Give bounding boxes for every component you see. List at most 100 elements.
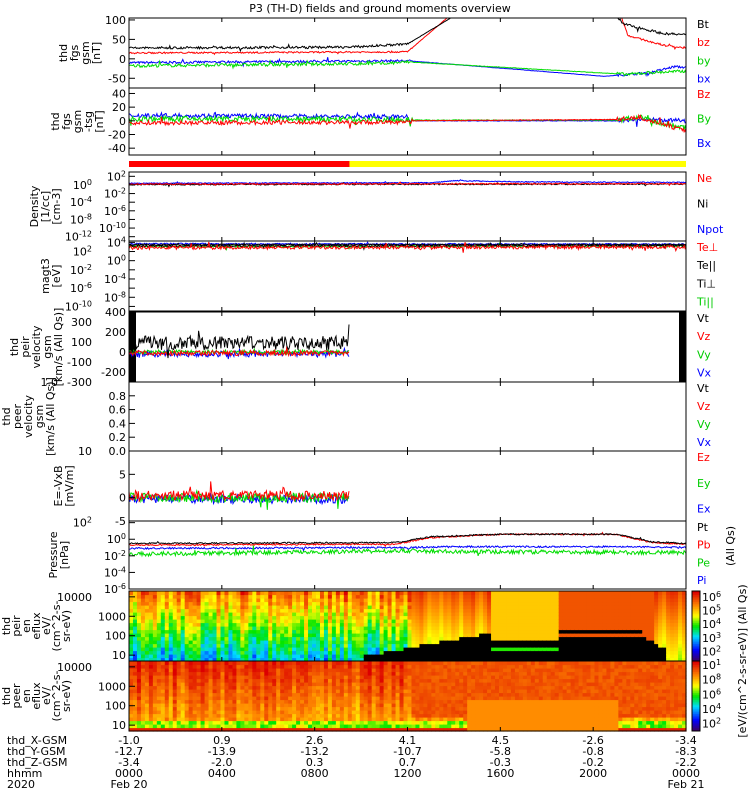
spectrogram-cell	[650, 608, 655, 613]
spectrogram-cell	[447, 720, 452, 725]
spectrogram-cell	[323, 654, 329, 659]
spectrogram-cell	[339, 626, 345, 631]
spectrogram-cell	[296, 724, 301, 729]
spectrogram-cell	[212, 636, 218, 641]
spectrogram-cell	[129, 657, 134, 662]
y-tick-label: 10-2	[104, 549, 126, 563]
spectrogram-cell	[682, 654, 687, 659]
spectrogram-cell	[276, 703, 281, 708]
spectrogram-cell	[272, 713, 277, 718]
spectrogram-cell	[443, 671, 448, 676]
spectrogram-cell	[375, 605, 381, 610]
spectrogram-cell	[435, 685, 440, 690]
spectrogram-cell	[463, 689, 468, 694]
spectrogram-cell	[331, 692, 337, 697]
spectrogram-cell	[654, 647, 659, 652]
spectrogram-cell	[670, 629, 675, 634]
spectrogram-cell	[658, 654, 663, 659]
spectrogram-cell	[359, 629, 365, 634]
spectrogram-cell	[319, 626, 325, 631]
spectrogram-cell	[327, 619, 333, 624]
spectrogram-cell	[196, 724, 202, 729]
spectrogram-cell	[216, 608, 222, 613]
spectrogram-cell	[284, 703, 289, 708]
spectrogram-cell	[184, 591, 190, 596]
spectrogram-cell	[172, 615, 178, 620]
spectrogram-cell	[467, 713, 472, 718]
spectrogram-cell	[562, 647, 568, 652]
spectrogram-cell	[518, 619, 524, 624]
spectrogram-cell	[260, 678, 265, 683]
spectrogram-cell	[335, 706, 341, 711]
spectrogram-cell	[252, 647, 257, 652]
spectrogram-cell	[319, 724, 325, 729]
spectrogram-cell	[300, 685, 305, 690]
spectrogram-cell	[431, 657, 436, 662]
spectrogram-cell	[196, 636, 202, 641]
spectrogram-cell	[530, 633, 536, 638]
spectrogram-cell	[208, 608, 214, 613]
spectrogram-cell	[156, 689, 162, 694]
spectrogram-cell	[614, 601, 619, 606]
spectrogram-cell	[240, 720, 245, 725]
spectrogram-cell	[383, 727, 389, 732]
spectrogram-cell	[204, 692, 210, 697]
spectrogram-cell	[379, 615, 385, 620]
spectrogram-cell	[224, 633, 230, 638]
spectrogram-cell	[315, 643, 321, 648]
colorbar-cell	[692, 594, 700, 597]
spectrogram-cell	[228, 703, 234, 708]
spectrogram-cell	[451, 713, 456, 718]
spectrogram-cell	[300, 615, 305, 620]
spectrogram-cell	[315, 685, 321, 690]
spectrogram-cell	[164, 643, 170, 648]
spectrogram-cell	[491, 598, 496, 603]
spectrogram-cell	[590, 594, 596, 599]
spectrogram-cell	[550, 643, 556, 648]
spectrogram-cell	[471, 643, 476, 648]
spectrogram-cell	[208, 668, 214, 673]
spectrogram-cell	[264, 605, 269, 610]
spectrogram-cell	[176, 647, 182, 652]
spectrogram-cell	[339, 696, 345, 701]
colorbar-cell	[692, 619, 700, 622]
y-tick-label: 0.4	[109, 417, 127, 430]
spectrogram-cell	[132, 622, 138, 627]
spectrogram-cell	[351, 682, 357, 687]
spectrogram-cell	[638, 647, 643, 652]
spectrogram-cell	[590, 622, 596, 627]
spectrogram-cell	[355, 626, 361, 631]
spectrogram-cell	[292, 654, 297, 659]
spectrogram-cell	[319, 703, 325, 708]
series-Ey	[129, 488, 350, 510]
spectrogram-cell	[308, 724, 313, 729]
spectrogram-cell	[646, 598, 651, 603]
spectrogram-cell	[403, 629, 409, 634]
spectrogram-cell	[463, 720, 468, 725]
spectrogram-cell	[220, 717, 226, 722]
spectrogram-cell	[463, 682, 468, 687]
spectrogram-cell	[192, 633, 198, 638]
spectrogram-cell	[487, 689, 492, 694]
spectrogram-cell	[395, 710, 401, 715]
spectrogram-cell	[216, 626, 222, 631]
spectrogram-cell	[284, 636, 289, 641]
spectrogram-cell	[268, 710, 273, 715]
spectrogram-cell	[415, 615, 421, 620]
spectrogram-cell	[471, 647, 476, 652]
spectrogram-cell	[252, 685, 257, 690]
spectrogram-cell	[184, 713, 190, 718]
spectrogram-cell	[200, 594, 206, 599]
spectrogram-cell	[144, 629, 150, 634]
spectrogram-cell	[471, 675, 476, 680]
spectrogram-cell	[339, 699, 345, 704]
spectrogram-cell	[379, 668, 385, 673]
spectrogram-cell	[319, 619, 325, 624]
spectrogram-cell	[276, 657, 281, 662]
spectrogram-cell	[200, 682, 206, 687]
spectrogram-cell	[363, 671, 369, 676]
spectrogram-cell	[586, 640, 592, 645]
spectrogram-cell	[682, 633, 687, 638]
spectrogram-cell	[204, 601, 210, 606]
spectrogram-cell	[662, 594, 667, 599]
